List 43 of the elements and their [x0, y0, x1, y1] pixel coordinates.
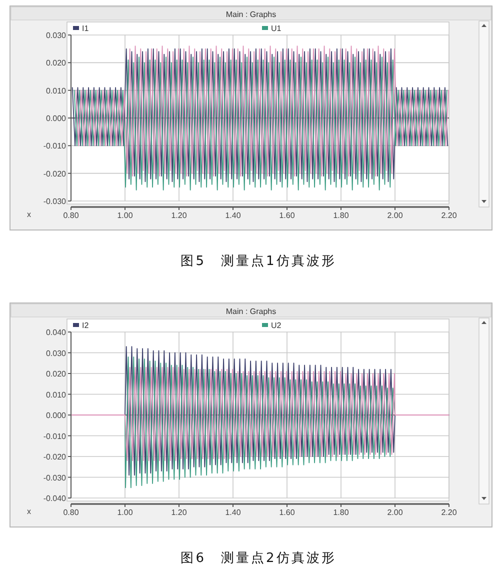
- x-tick-label: 1.80: [333, 211, 350, 220]
- y-tick-label: -0.020: [43, 169, 67, 178]
- y-tick-label: -0.020: [43, 452, 67, 462]
- x-axis-title: x: [27, 507, 31, 516]
- x-tick-label: 1.00: [117, 211, 134, 220]
- y-tick-label: -0.030: [43, 473, 67, 482]
- x-tick-label: 0.80: [63, 211, 80, 220]
- y-tick-label: 0.020: [46, 370, 67, 378]
- chart-title: Main : Graphs: [226, 307, 276, 316]
- x-tick-label: 1.80: [333, 508, 350, 517]
- line-series: [70, 366, 450, 462]
- x-tick-label: 1.20: [171, 211, 188, 220]
- x-tick-label: 2.20: [441, 508, 458, 517]
- caption: 图6 测量点2仿真波形: [180, 551, 336, 566]
- y-tick-label: 0.020: [46, 58, 67, 68]
- legend-label: U2: [271, 321, 282, 330]
- y-tick-label: 0.030: [46, 31, 67, 40]
- y-tick-label: -0.010: [43, 432, 67, 441]
- x-tick-label: 2.00: [387, 211, 404, 220]
- y-tick-label: 0.010: [46, 86, 67, 96]
- y-tick-label: -0.010: [43, 142, 67, 151]
- y-tick-label: -0.040: [43, 494, 67, 503]
- x-tick-label: 1.40: [225, 508, 242, 517]
- legend-label: I1: [82, 24, 90, 33]
- x-tick-label: 0.80: [63, 508, 80, 517]
- x-tick-label: 1.00: [117, 508, 134, 517]
- y-tick-label: 0.000: [46, 411, 67, 420]
- y-tick-label: 0.030: [46, 348, 67, 358]
- x-tick-label: 2.20: [441, 211, 458, 220]
- chart-title: Main : Graphs: [226, 10, 276, 19]
- x-tick-label: 1.40: [225, 211, 242, 220]
- legend-label: I2: [82, 321, 90, 330]
- y-tick-label: -0.030: [43, 197, 67, 206]
- y-tick-label: 0.000: [46, 114, 67, 123]
- x-axis-title: x: [27, 210, 31, 219]
- caption: 图5 测量点1仿真波形: [180, 254, 336, 269]
- x-tick-label: 1.60: [279, 211, 296, 220]
- x-tick-label: 1.20: [171, 508, 188, 517]
- y-tick-label: 0.010: [46, 390, 67, 400]
- y-tick-label: 0.040: [46, 328, 67, 337]
- legend-label: U1: [271, 24, 282, 33]
- x-tick-label: 2.00: [387, 508, 404, 517]
- x-tick-label: 1.60: [279, 508, 296, 517]
